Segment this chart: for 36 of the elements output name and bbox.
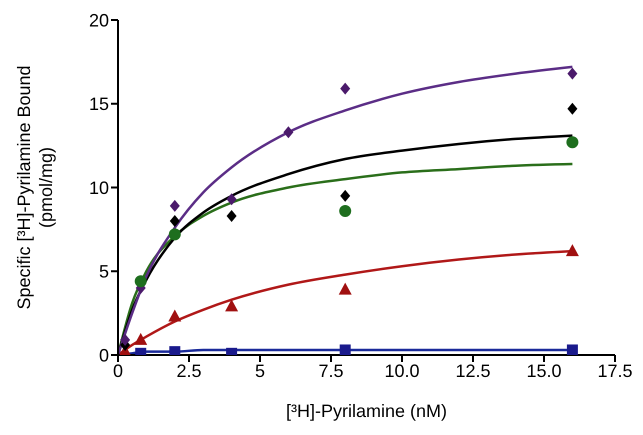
x-tick-label: 7.5 [318,360,344,381]
y-axis-title: Specific [³H]-Pyrilamine Bound (pmol/mg) [14,65,56,310]
x-tick-label: 2.5 [176,360,202,381]
y-tick-label: 0 [98,345,109,366]
point [170,200,180,212]
point [134,275,147,288]
y-tick-label: 10 [88,178,109,198]
x-tick-label: 0 [112,360,124,381]
point [566,344,578,355]
y-tick-label: 20 [88,10,109,30]
y-tick-label: 15 [88,94,109,114]
point [340,190,350,202]
point [168,309,182,322]
point [567,102,578,115]
point [226,193,237,206]
point [339,204,352,217]
point [120,334,130,346]
x-tick-label: 5 [254,360,266,381]
point [340,344,351,355]
point [283,126,294,138]
point [226,210,237,222]
x-tick-label: 10.0 [384,360,420,381]
x-tick-label: 12.5 [455,360,491,381]
y-tick-label: 5 [98,262,109,282]
point [168,228,181,240]
point [338,282,352,295]
point [134,332,148,345]
x-tick-label: 17.5 [597,360,633,381]
point [225,299,238,312]
point [567,68,578,80]
point [170,215,180,227]
point [566,244,579,256]
point [340,82,350,95]
x-tick-label: 15.0 [526,360,562,381]
point [566,136,578,148]
x-axis-title: [³H]-Pyrilamine (nM) [286,401,448,421]
